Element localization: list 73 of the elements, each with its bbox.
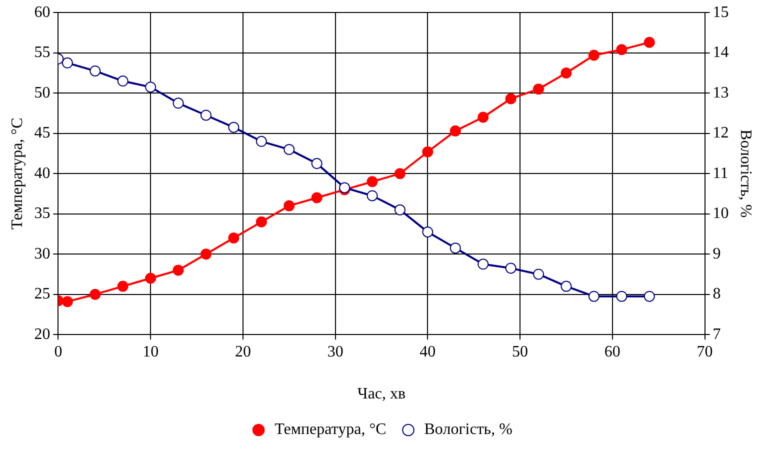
- y2-tick-label: 15: [712, 4, 729, 21]
- point: [117, 76, 128, 87]
- point: [450, 125, 461, 136]
- point: [145, 272, 156, 284]
- y2-tick-label: 13: [712, 84, 729, 102]
- point: [172, 98, 184, 109]
- point: [478, 258, 489, 270]
- point: [505, 262, 516, 274]
- y2-tick-label: 11: [712, 164, 728, 182]
- point: [450, 242, 461, 254]
- point: [560, 67, 572, 78]
- point: [256, 136, 267, 147]
- legend-label: Вологість, %: [424, 421, 512, 438]
- x-tick-label: 50: [512, 343, 528, 360]
- x-tick-label: 10: [142, 343, 159, 360]
- y2-tick-label: 10: [712, 205, 729, 222]
- point: [588, 50, 600, 61]
- y2-tick-label: 12: [712, 124, 729, 142]
- x-tick-label: 70: [696, 343, 713, 360]
- y-axis-title: Температура, °C: [8, 118, 26, 230]
- y-tick-label: 30: [34, 245, 50, 262]
- x-tick-label: 30: [327, 343, 344, 360]
- point: [422, 146, 434, 158]
- point: [588, 290, 600, 302]
- point: [62, 57, 73, 68]
- point: [533, 268, 544, 280]
- point: [394, 204, 406, 216]
- point: [478, 112, 489, 123]
- y-tick-label: 60: [34, 4, 50, 21]
- point: [644, 290, 655, 302]
- point: [145, 82, 156, 93]
- point: [311, 192, 322, 204]
- y2-tick-label: 14: [712, 44, 729, 62]
- point: [200, 110, 212, 121]
- point: [422, 226, 434, 238]
- y-tick-label: 25: [34, 286, 50, 303]
- y-tick-label: 35: [34, 205, 50, 222]
- point: [90, 288, 101, 300]
- point: [366, 190, 378, 202]
- y-tick-label: 55: [34, 44, 50, 62]
- point: [366, 176, 378, 188]
- point: [505, 93, 516, 104]
- x-tick-label: 60: [604, 343, 620, 360]
- point: [172, 264, 184, 276]
- point: [284, 200, 295, 212]
- y-tick-label: 40: [34, 164, 50, 182]
- point: [117, 280, 128, 292]
- point: [311, 158, 322, 170]
- point: [616, 44, 628, 56]
- x-tick-label: 0: [54, 343, 62, 360]
- y2-tick-label: 8: [712, 286, 721, 303]
- point: [560, 280, 572, 292]
- point: [644, 36, 655, 48]
- y-tick-label: 50: [34, 84, 50, 102]
- point: [228, 232, 240, 244]
- x-axis-title: Час, хв: [357, 386, 406, 403]
- y2-tick-label: 7: [712, 326, 721, 343]
- point: [533, 84, 544, 95]
- y-tick-label: 20: [34, 326, 50, 343]
- point: [90, 65, 101, 76]
- y-tick-label: 45: [34, 124, 50, 142]
- point: [284, 144, 295, 155]
- point: [256, 216, 267, 228]
- point: [62, 296, 73, 308]
- point: [616, 290, 628, 302]
- legend-label: Температура, °C: [274, 421, 386, 438]
- x-tick-label: 40: [420, 343, 436, 360]
- y2-tick-label: 9: [712, 245, 721, 262]
- y2-axis-title: Вологість, %: [737, 130, 754, 218]
- point: [228, 122, 240, 133]
- x-tick-label: 20: [234, 343, 251, 360]
- point: [200, 248, 212, 260]
- point: [394, 168, 406, 180]
